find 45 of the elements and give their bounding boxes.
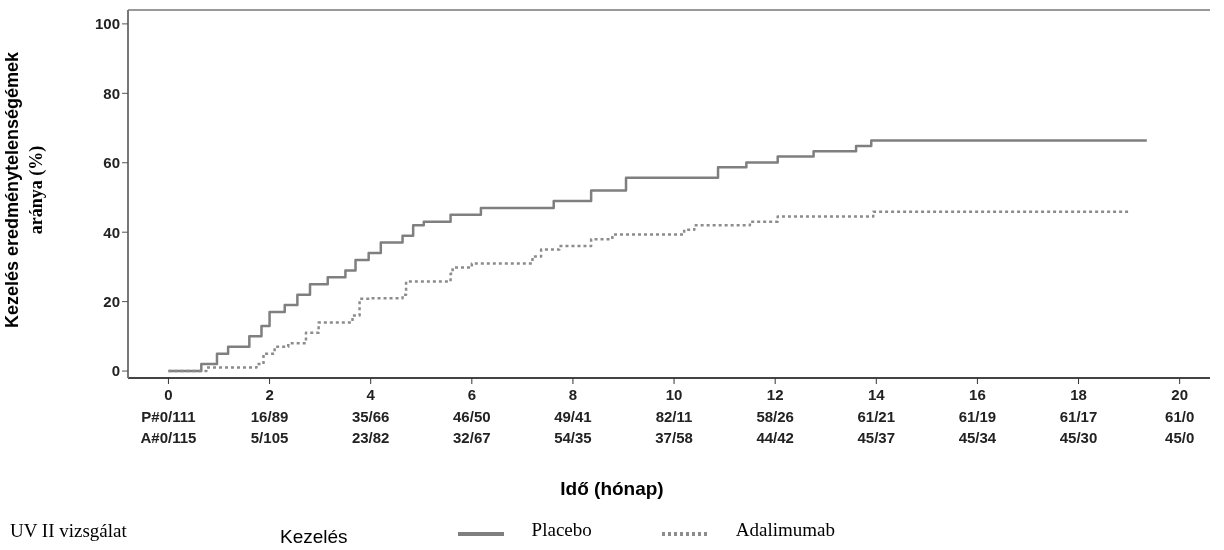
- y-tick-label: 40: [103, 223, 120, 241]
- text: 82/11: [655, 408, 693, 425]
- y-tick-label: 60: [103, 154, 120, 172]
- text: 54/35: [554, 429, 592, 446]
- x-tick-label: 16: [969, 386, 986, 403]
- text: 16/89: [250, 408, 289, 425]
- x-tick-label: 2: [265, 386, 274, 403]
- y-tick-label: 20: [103, 292, 120, 310]
- text: 61/19: [958, 408, 997, 425]
- y-tick-label: 80: [103, 84, 120, 102]
- text: 45/37: [857, 429, 896, 446]
- legend-title: Kezelés: [280, 526, 348, 548]
- text: 61/0: [1165, 408, 1195, 425]
- y-tick-label: 100: [94, 15, 120, 33]
- text: 37/58: [655, 429, 693, 446]
- y-tick-label: 0: [111, 362, 120, 380]
- text: 49/41: [554, 408, 592, 425]
- text: 46/50: [453, 408, 491, 425]
- text: 44/42: [756, 429, 794, 446]
- text: 23/82: [351, 429, 390, 446]
- legend-label: Adalimumab: [735, 519, 835, 541]
- x-tick-label: 20: [1171, 386, 1189, 403]
- text: A#0/115: [140, 429, 197, 446]
- text: UV II vizsgálat: [10, 520, 127, 542]
- text: 45/30: [1059, 429, 1098, 446]
- x-tick-label: 6: [467, 386, 476, 403]
- text: 5/105: [250, 429, 289, 446]
- text: 45/0: [1165, 429, 1195, 446]
- legend-label: Placebo: [531, 519, 592, 541]
- text: 61/17: [1059, 408, 1098, 425]
- x-tick-label: 10: [665, 386, 683, 403]
- x-tick-label: 18: [1070, 386, 1087, 403]
- text: 45/34: [958, 429, 997, 446]
- x-tick-label: 4: [366, 386, 376, 403]
- x-axis-title: Idő (hónap): [559, 478, 665, 500]
- text: 35/66: [351, 408, 390, 425]
- text: 32/67: [453, 429, 491, 446]
- x-tick-label: 12: [766, 386, 784, 403]
- text: 58/26: [756, 408, 794, 425]
- x-tick-label: 8: [568, 386, 578, 403]
- text: 61/21: [857, 408, 896, 425]
- x-tick-label: 0: [164, 386, 173, 403]
- text: P#0/111: [141, 408, 196, 425]
- x-tick-label: 14: [867, 386, 886, 403]
- y-axis-title: Kezelés eredménytelenségémek aránya (%): [1, 51, 47, 329]
